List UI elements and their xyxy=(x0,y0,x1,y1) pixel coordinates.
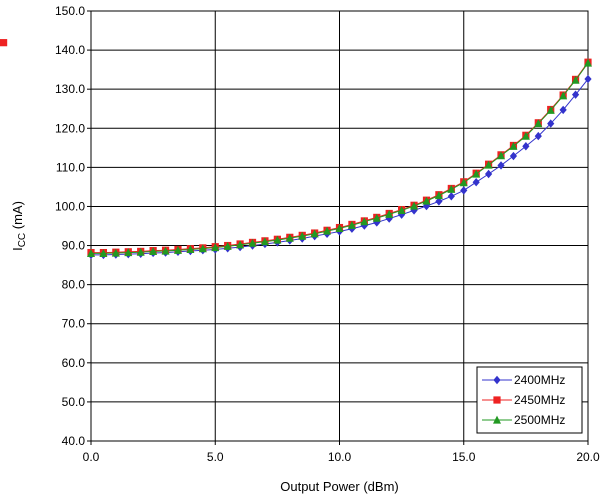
data-point xyxy=(509,141,518,150)
data-point xyxy=(584,58,592,67)
data-point xyxy=(410,201,419,210)
data-point xyxy=(347,220,356,229)
data-point xyxy=(323,226,332,235)
data-point xyxy=(285,233,294,242)
data-point xyxy=(186,245,195,254)
x-tick-label: 5.0 xyxy=(207,450,224,464)
legend-entry: 2400MHz xyxy=(482,373,565,387)
data-point xyxy=(0,39,8,47)
data-point xyxy=(360,217,369,226)
legend-marker xyxy=(493,415,501,424)
data-point xyxy=(447,184,456,193)
y-tick-label: 60.0 xyxy=(62,356,86,370)
data-point xyxy=(485,169,493,179)
y-tick-label: 90.0 xyxy=(62,239,86,253)
data-point xyxy=(497,151,506,160)
data-point xyxy=(236,240,245,249)
data-point xyxy=(546,105,555,114)
data-point xyxy=(559,91,568,100)
legend-label: 2500MHz xyxy=(514,413,565,427)
series-2500MHz xyxy=(87,58,592,257)
data-point xyxy=(99,248,108,257)
data-point xyxy=(584,74,592,84)
series-layer xyxy=(0,39,592,260)
data-point xyxy=(260,237,269,246)
data-point xyxy=(422,201,431,211)
data-point xyxy=(534,119,543,128)
data-point xyxy=(373,218,381,227)
data-point xyxy=(447,192,455,201)
legend-marker xyxy=(493,396,501,404)
data-point xyxy=(484,160,493,169)
data-point xyxy=(310,229,319,238)
data-point xyxy=(435,197,443,206)
data-point xyxy=(460,186,468,195)
data-point xyxy=(298,231,307,240)
y-axis-title-unit: (mA) xyxy=(10,201,25,233)
y-tick-label: 70.0 xyxy=(62,317,86,331)
data-point xyxy=(459,178,468,187)
data-point xyxy=(372,213,381,222)
y-tick-label: 40.0 xyxy=(62,434,86,448)
data-point xyxy=(397,205,406,214)
x-tick-label: 15.0 xyxy=(452,450,476,464)
data-point xyxy=(211,243,220,252)
axis-ticks: 40.0 50.0 60.0 70.0 80.0 90.0 100.0 110.0 120.0 1… xyxy=(55,4,600,464)
data-point xyxy=(111,248,120,257)
y-tick-label: 100.0 xyxy=(55,199,85,213)
data-point xyxy=(87,248,95,257)
x-tick-label: 10.0 xyxy=(328,450,352,464)
data-point xyxy=(136,247,145,256)
data-point xyxy=(422,196,431,205)
legend-entry: 2500MHz xyxy=(482,413,565,427)
legend-label: 2400MHz xyxy=(514,373,565,387)
y-tick-label: 80.0 xyxy=(62,278,86,292)
y-tick-label: 110.0 xyxy=(56,160,85,174)
data-point xyxy=(385,214,393,223)
legend-marker xyxy=(493,375,501,385)
data-point xyxy=(547,119,555,128)
data-point xyxy=(335,223,344,232)
data-point xyxy=(149,247,158,256)
data-point xyxy=(385,209,394,218)
y-axis-title-subscript: CC xyxy=(17,233,28,247)
y-tick-label: 140.0 xyxy=(55,43,85,57)
data-point xyxy=(472,169,481,178)
data-point xyxy=(360,221,368,230)
data-point xyxy=(497,161,505,170)
data-point xyxy=(124,248,133,257)
data-point xyxy=(434,191,443,200)
data-point xyxy=(571,75,580,84)
data-point xyxy=(472,178,480,187)
y-axis-title-main: I xyxy=(10,247,25,251)
x-tick-label: 20.0 xyxy=(576,450,600,464)
legend-label: 2450MHz xyxy=(514,393,565,407)
data-point xyxy=(198,244,207,253)
y-axis-title: ICC (mA) xyxy=(10,201,28,251)
data-point xyxy=(248,238,257,247)
data-point xyxy=(534,131,542,141)
x-axis-title: Output Power (dBm) xyxy=(280,479,399,494)
data-point xyxy=(509,151,518,161)
data-point xyxy=(571,90,580,99)
y-tick-label: 120.0 xyxy=(55,121,85,135)
legend: 2400MHz 2450MHz 2500MHz xyxy=(476,366,583,434)
data-point xyxy=(161,246,170,255)
data-point xyxy=(559,105,567,115)
x-tick-label: 0.0 xyxy=(83,450,100,464)
y-tick-label: 150.0 xyxy=(55,4,85,18)
data-point xyxy=(223,241,232,250)
y-tick-label: 50.0 xyxy=(62,395,86,409)
data-point xyxy=(273,235,282,244)
data-point xyxy=(521,131,530,140)
legend-entry: 2450MHz xyxy=(482,393,565,407)
data-point xyxy=(522,142,530,151)
y-tick-label: 130.0 xyxy=(55,82,85,96)
data-point xyxy=(173,245,182,254)
